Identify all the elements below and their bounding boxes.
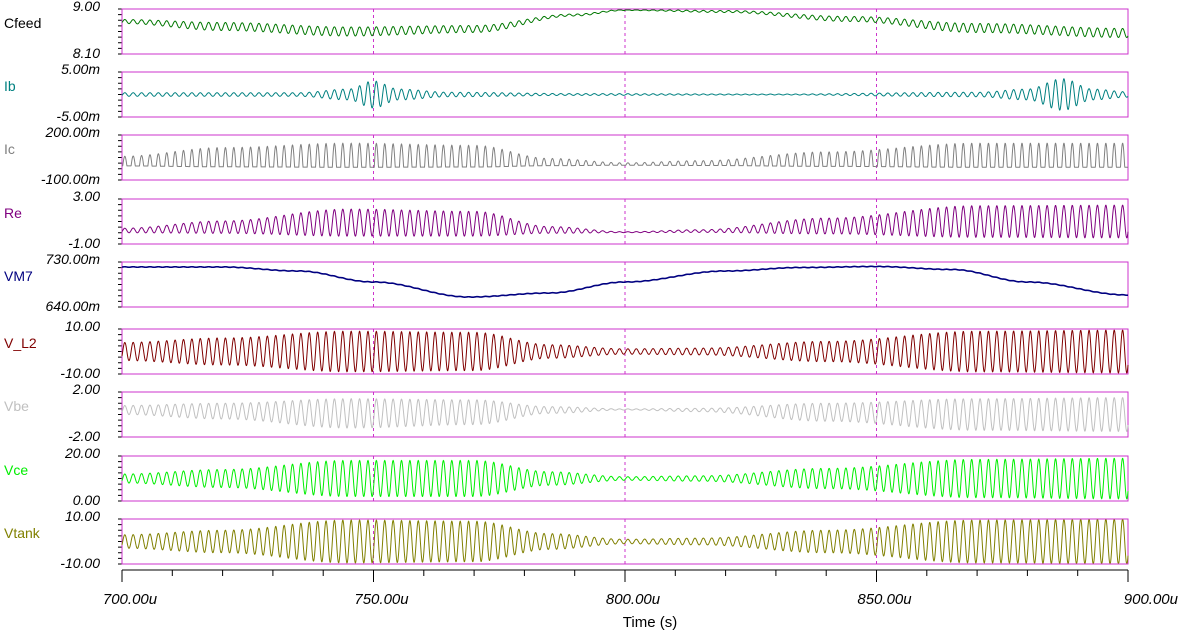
y-min-label-vbe: -2.00	[68, 428, 100, 444]
series-label-v-l2: V_L2	[4, 335, 37, 351]
series-line-ic	[122, 142, 1128, 168]
x-tick-label: 900.00u	[1124, 591, 1179, 608]
y-min-label-vtank: -10.00	[60, 555, 100, 571]
series-line-vm7	[121, 265, 1129, 299]
panels: Cfeed 9.00 8.10 Ib 5.00m -5.00m Ic 200.00m -100.…	[4, 0, 1129, 571]
series-label-vm7: VM7	[4, 268, 33, 284]
series-line-vcfeed	[121, 9, 1129, 39]
y-max-label-ib: 5.00m	[61, 61, 100, 77]
panel-vbe: Vbe 2.00 -2.00	[4, 381, 1129, 444]
y-max-label-vbe: 2.00	[72, 381, 100, 397]
y-min-label-v-l2: -10.00	[60, 365, 100, 381]
y-min-label-vcfeed: 8.10	[73, 45, 100, 61]
y-max-label-vm7: 730.00m	[46, 251, 101, 267]
x-tick-label: 800.00u	[606, 591, 661, 608]
series-label-vbe: Vbe	[4, 398, 29, 414]
panel-v-l2: V_L2 10.00 -10.00	[4, 318, 1129, 381]
panel-re: Re 3.00 -1.00	[4, 188, 1129, 251]
y-min-label-re: -1.00	[68, 235, 100, 251]
panel-vm7: VM7 730.00m 640.00m	[4, 251, 1129, 314]
y-max-label-vtank: 10.00	[65, 508, 100, 524]
y-min-label-ib: -5.00m	[56, 108, 100, 124]
x-tick-label: 850.00u	[857, 591, 912, 608]
series-line-ib	[121, 78, 1129, 111]
x-axis: 700.00u 750.00u 800.00u 850.00u 900.00u Time…	[103, 569, 1179, 631]
series-line-re	[121, 204, 1129, 239]
panel-vce: Vce 20.00 0.00	[4, 445, 1129, 508]
panel-vcfeed: Cfeed 9.00 8.10	[4, 0, 1129, 61]
x-tick-label: 750.00u	[354, 591, 409, 608]
y-max-label-vcfeed: 9.00	[73, 0, 100, 14]
panel-vtank: Vtank 10.00 -10.00	[4, 508, 1129, 571]
y-min-label-ic: -100.00m	[41, 171, 100, 187]
series-label-re: Re	[4, 205, 22, 221]
series-label-vcfeed: Cfeed	[4, 15, 41, 31]
y-min-label-vce: 0.00	[73, 492, 100, 508]
y-max-label-v-l2: 10.00	[65, 318, 100, 334]
series-line-v-l2	[121, 329, 1129, 374]
x-axis-label: Time (s)	[623, 614, 677, 631]
series-label-vtank: Vtank	[4, 525, 41, 541]
panel-ic: Ic 200.00m -100.00m	[4, 124, 1129, 187]
y-max-label-ic: 200.00m	[45, 124, 101, 140]
y-min-label-vm7: 640.00m	[46, 298, 101, 314]
series-label-ic: Ic	[4, 141, 15, 157]
x-ticks: 700.00u 750.00u 800.00u 850.00u 900.00u	[103, 570, 1179, 608]
x-tick-label: 700.00u	[103, 591, 158, 608]
series-line-vtank	[121, 519, 1129, 564]
series-line-vce	[121, 457, 1129, 500]
series-label-vce: Vce	[4, 462, 28, 478]
y-max-label-re: 3.00	[73, 188, 100, 204]
series-label-ib: Ib	[4, 78, 16, 94]
panel-ib: Ib 5.00m -5.00m	[4, 61, 1129, 124]
y-max-label-vce: 20.00	[64, 445, 100, 461]
series-line-vbe	[121, 397, 1129, 433]
